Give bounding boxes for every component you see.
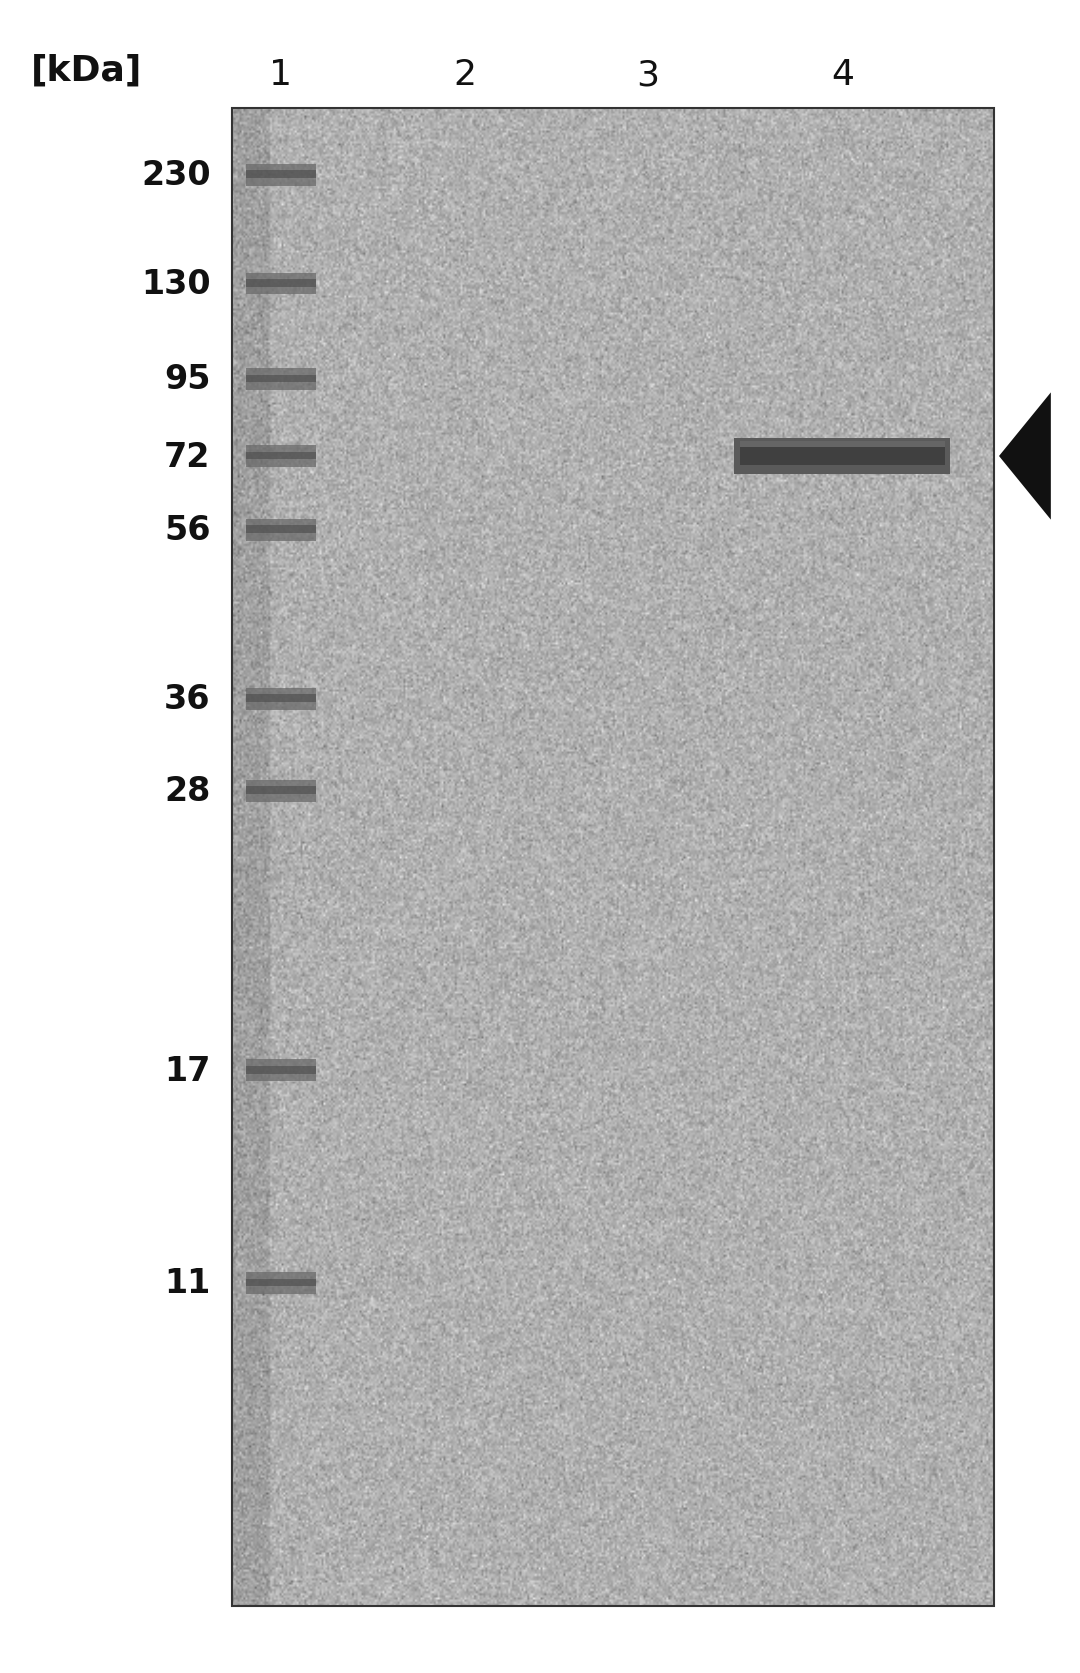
Bar bbox=[232, 109, 994, 1606]
Text: 95: 95 bbox=[164, 363, 211, 397]
Bar bbox=[246, 694, 315, 703]
Bar bbox=[246, 370, 315, 391]
Text: 2: 2 bbox=[453, 59, 476, 92]
Text: 28: 28 bbox=[164, 775, 211, 808]
Bar bbox=[246, 375, 315, 383]
Text: 1: 1 bbox=[269, 59, 293, 92]
Bar bbox=[246, 689, 315, 709]
Bar bbox=[246, 445, 315, 467]
Text: 230: 230 bbox=[141, 159, 211, 192]
Text: 56: 56 bbox=[164, 514, 211, 547]
Bar bbox=[246, 1061, 315, 1082]
Text: 36: 36 bbox=[164, 683, 211, 716]
Bar bbox=[246, 274, 315, 294]
Bar bbox=[246, 786, 315, 795]
Bar bbox=[246, 1066, 315, 1074]
Text: 11: 11 bbox=[164, 1266, 211, 1300]
Bar bbox=[740, 442, 945, 448]
Text: 72: 72 bbox=[164, 440, 211, 473]
Bar bbox=[246, 279, 315, 288]
Bar bbox=[246, 452, 315, 460]
Text: 4: 4 bbox=[831, 59, 854, 92]
Bar bbox=[246, 1271, 315, 1295]
Text: [kDa]: [kDa] bbox=[30, 54, 143, 87]
Bar bbox=[246, 1278, 315, 1287]
Text: 17: 17 bbox=[164, 1054, 211, 1087]
Bar bbox=[246, 525, 315, 534]
Bar bbox=[740, 447, 945, 465]
Bar bbox=[246, 780, 315, 801]
Bar bbox=[246, 519, 315, 540]
Bar bbox=[246, 164, 315, 186]
Text: 3: 3 bbox=[636, 59, 660, 92]
Bar bbox=[246, 171, 315, 179]
Text: 130: 130 bbox=[141, 268, 211, 301]
Polygon shape bbox=[999, 393, 1051, 520]
Bar bbox=[734, 438, 950, 475]
